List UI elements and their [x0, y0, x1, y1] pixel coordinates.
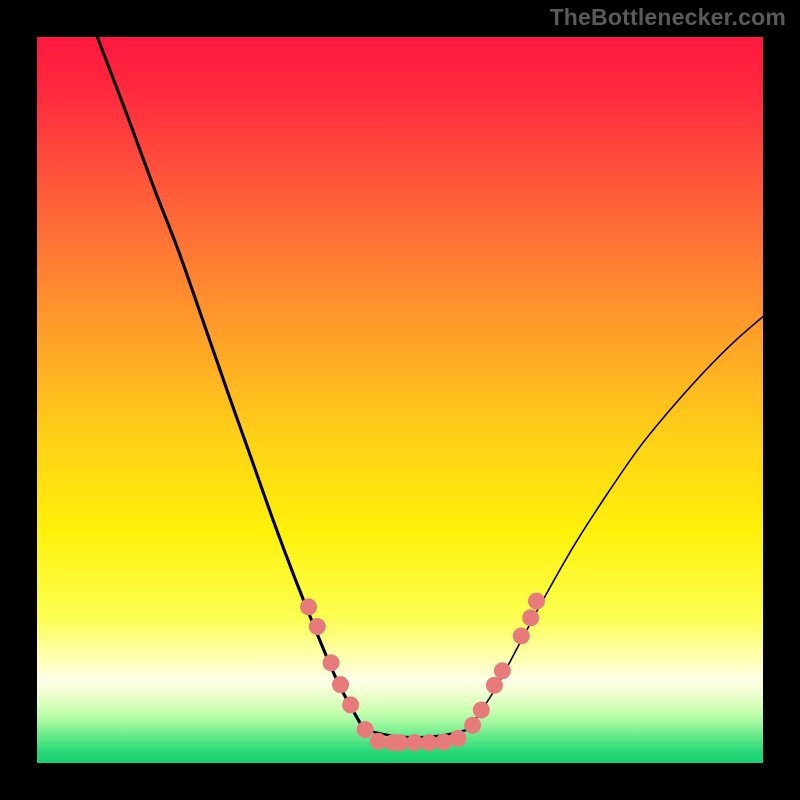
curve-layer — [37, 37, 763, 763]
marker-left — [309, 618, 326, 635]
marker-floor — [406, 734, 423, 751]
marker-floor — [421, 734, 438, 751]
curve-right-branch — [473, 317, 763, 724]
marker-right — [464, 717, 481, 734]
marker-right — [494, 662, 511, 679]
marker-left — [323, 654, 340, 671]
marker-floor — [435, 733, 452, 750]
plot-area — [37, 37, 763, 763]
marker-right — [528, 593, 545, 610]
marker-floor — [450, 730, 467, 747]
marker-right — [513, 627, 530, 644]
marker-right — [486, 677, 503, 694]
chart-stage: TheBottlenecker.com — [0, 0, 800, 800]
marker-right — [522, 609, 539, 626]
marker-left — [332, 676, 349, 693]
marker-floor — [392, 734, 409, 751]
marker-left — [300, 598, 317, 615]
marker-left — [357, 721, 374, 738]
marker-floor — [370, 733, 387, 750]
marker-left — [342, 696, 359, 713]
marker-right — [473, 702, 490, 719]
watermark-text: TheBottlenecker.com — [550, 4, 786, 31]
